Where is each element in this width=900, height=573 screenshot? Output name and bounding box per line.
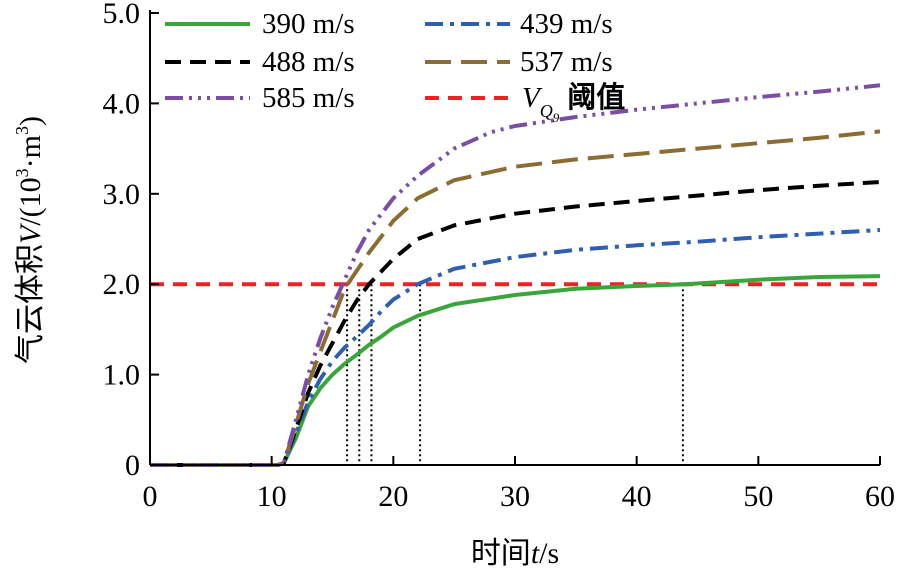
x-tick-label: 0 (143, 480, 158, 513)
series-line-2 (150, 180, 881, 467)
tick-layer: 0 10 20 30 40 50 60 0 1.0 2.0 3.0 4.0 5.0 (103, 0, 896, 513)
legend-threshold-text: 阈值 (567, 80, 625, 114)
legend-threshold-subsub: 9 (553, 110, 560, 125)
legend-label-439: 439 m/s (520, 8, 613, 40)
series-line-4 (150, 83, 881, 467)
y-tick-label: 0 (125, 449, 140, 482)
y-tick-label: 2.0 (103, 268, 141, 301)
x-tick-label: 40 (622, 480, 652, 513)
y-tick-label: 3.0 (103, 178, 141, 211)
legend-label-390: 390 m/s (262, 8, 355, 40)
x-tick-label: 20 (378, 480, 408, 513)
legend-label-threshold: VQ9 阈值 (522, 80, 625, 125)
y-tick-label: 5.0 (103, 0, 141, 30)
legend-threshold-sub: Q (540, 101, 553, 121)
x-axis-title: 时间t/s (471, 536, 559, 571)
x-tick-label: 30 (500, 480, 530, 513)
legend-label-537: 537 m/s (520, 46, 613, 78)
x-axis-title-var: t (531, 537, 540, 570)
series-line-0 (150, 274, 881, 467)
y-axis-title-unit-mid: ·m (14, 135, 47, 168)
x-tick-label: 60 (865, 480, 895, 513)
y-tick-label: 1.0 (103, 359, 141, 392)
series-layer (150, 83, 881, 467)
legend: 390 m/s 439 m/s 488 m/s 537 m/s 585 m/s … (165, 8, 625, 125)
series-line-3 (150, 129, 881, 467)
legend-label-585: 585 m/s (262, 82, 355, 114)
y-axis-title-main: 气云体积 (13, 244, 48, 364)
x-tick-label: 10 (257, 480, 287, 513)
legend-threshold-var: V (522, 82, 543, 114)
series-line-1 (150, 228, 881, 467)
x-axis-title-main: 时间 (471, 536, 531, 571)
y-axis-title-unit-end: ) (14, 116, 47, 126)
vertical-markers (346, 284, 684, 465)
y-axis-title-exp: 3 (12, 168, 32, 177)
x-tick-label: 50 (743, 480, 773, 513)
y-axis-title-unit: /(10 (14, 177, 47, 225)
y-axis-title: 气云体积V/(103·m3) (12, 116, 48, 364)
y-axis-title-var: V (14, 222, 47, 244)
y-axis-title-exp2: 3 (12, 126, 32, 135)
legend-label-488: 488 m/s (262, 46, 355, 78)
x-axis-title-unit: /s (539, 537, 559, 570)
y-tick-label: 4.0 (103, 87, 141, 120)
